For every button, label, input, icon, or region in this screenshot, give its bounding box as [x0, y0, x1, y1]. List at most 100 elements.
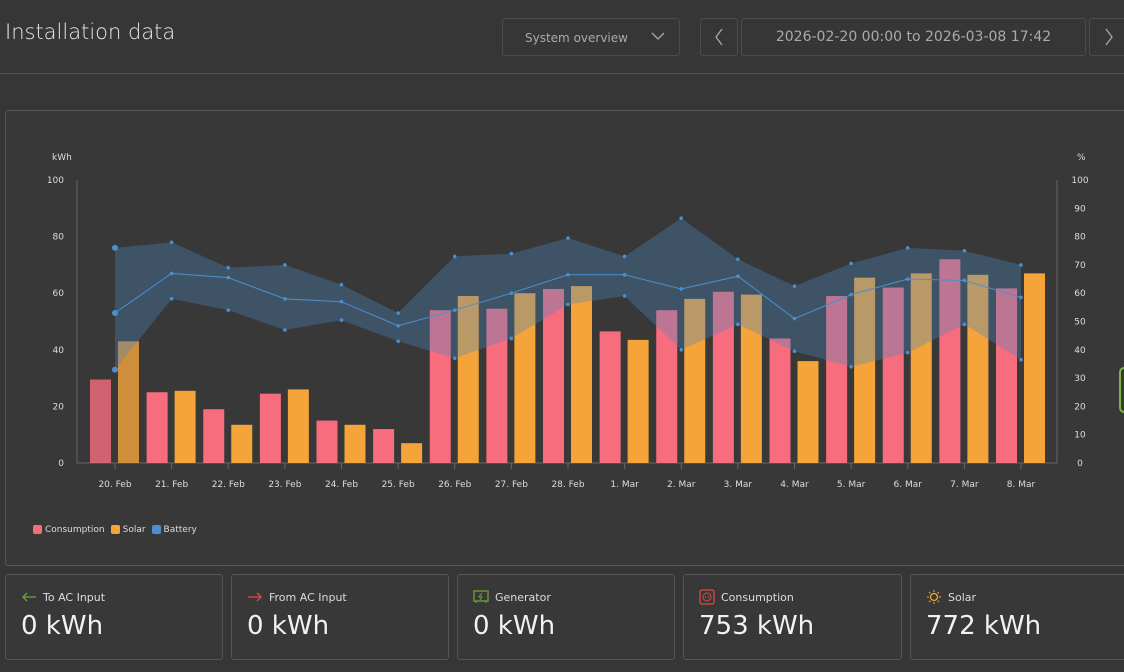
right-axis-title: % — [1077, 153, 1086, 163]
battery-max-point — [566, 236, 570, 240]
left-tick-label: 0 — [58, 459, 64, 469]
right-tick-label: 80 — [1074, 233, 1086, 243]
battery-min-point — [622, 294, 627, 298]
x-tick-label: 22. Feb — [212, 480, 245, 490]
solar-bar — [571, 286, 592, 463]
legend-item-solar[interactable]: Solar — [110, 525, 146, 535]
solar-bar — [627, 339, 649, 463]
battery-avg-point — [283, 297, 287, 301]
solar-bar — [684, 298, 706, 463]
solar-bar — [797, 361, 819, 463]
solar-bar — [854, 277, 876, 463]
consumption-bar — [146, 392, 168, 463]
legend-label: Solar — [122, 525, 146, 535]
battery-avg-point — [452, 308, 457, 312]
battery-avg-point — [169, 271, 174, 276]
previous-period-button[interactable] — [700, 18, 738, 56]
solar-bar — [401, 443, 423, 463]
consumption-bar — [939, 259, 961, 463]
battery-avg-point — [905, 277, 910, 281]
card-label: To AC Input — [43, 591, 106, 604]
battery-avg-point — [566, 273, 570, 277]
battery-max-point — [169, 240, 174, 245]
left-tick-label: 60 — [53, 289, 65, 299]
x-tick-label: 6. Mar — [894, 480, 923, 490]
card-label: Solar — [948, 591, 977, 604]
right-tick-label: 60 — [1074, 289, 1086, 299]
x-tick-label: 8. Mar — [1007, 480, 1036, 490]
battery-max-point — [452, 254, 457, 259]
battery-avg-point — [339, 299, 344, 304]
battery-avg-point — [622, 273, 627, 277]
consumption-bar — [373, 429, 395, 463]
battery-range-area — [115, 218, 1021, 370]
consumption-bar — [543, 288, 564, 463]
consumption-bar — [712, 291, 734, 463]
battery-min-point — [679, 348, 684, 352]
legend-item-consumption[interactable]: Consumption — [33, 525, 105, 535]
battery-max-point — [736, 257, 740, 262]
solar-bar — [514, 293, 536, 463]
left-axis-title: kWh — [52, 153, 72, 163]
arrow-left-icon — [22, 592, 36, 602]
x-tick-label: 1. Mar — [610, 480, 639, 490]
right-tick-label: 30 — [1074, 374, 1086, 384]
date-range-picker[interactable]: 2026-02-20 00:00 to 2026-03-08 17:42 — [741, 18, 1086, 56]
card-from-ac-input: From AC Input 0 kWh — [231, 574, 449, 660]
solar-bar — [1024, 273, 1045, 463]
card-solar: Solar 772 kWh — [910, 574, 1124, 660]
side-panel-tab[interactable] — [1119, 367, 1124, 413]
consumption-bar — [656, 310, 678, 463]
legend-label: Consumption — [45, 525, 105, 535]
consumption-bar — [429, 310, 451, 463]
card-to-ac-input: To AC Input 0 kWh — [5, 574, 223, 660]
battery-min-point — [962, 322, 967, 327]
battery-max-point — [1019, 263, 1023, 267]
consumption-bar — [826, 296, 848, 463]
chevron-left-icon — [715, 28, 723, 46]
legend-item-battery[interactable]: Battery — [151, 525, 197, 535]
right-tick-label: 20 — [1074, 402, 1086, 412]
card-value: 0 kWh — [473, 611, 556, 641]
x-tick-label: 5. Mar — [837, 480, 866, 490]
battery-min-point — [226, 308, 231, 312]
solar-bar — [118, 341, 139, 463]
chart-panel — [5, 110, 1124, 566]
solar-bar — [344, 424, 366, 463]
left-tick-label: 80 — [53, 233, 65, 243]
generator-icon — [473, 590, 489, 603]
view-select[interactable]: System overview — [502, 18, 680, 56]
x-tick-label: 2. Mar — [667, 480, 696, 490]
x-tick-label: 27. Feb — [495, 480, 528, 490]
x-tick-label: 26. Feb — [438, 480, 471, 490]
consumption-bar — [996, 288, 1017, 463]
right-tick-label: 100 — [1071, 176, 1088, 186]
x-tick-label: 28. Feb — [551, 480, 584, 490]
battery-avg-point — [736, 274, 740, 279]
battery-min-point — [283, 328, 287, 332]
battery-min-point — [169, 297, 174, 301]
view-select-value: System overview — [525, 31, 628, 45]
battery-min-point — [792, 349, 797, 354]
battery-max-point — [509, 251, 514, 256]
x-tick-label: 25. Feb — [382, 480, 415, 490]
next-period-button[interactable] — [1089, 18, 1124, 56]
battery-avg-point — [679, 287, 684, 291]
right-tick-label: 40 — [1074, 346, 1086, 356]
battery-max-point — [339, 282, 344, 287]
card-label: Generator — [495, 591, 551, 604]
battery-avg-point — [112, 310, 118, 317]
chevron-right-icon — [1105, 28, 1113, 46]
battery-min-point — [112, 366, 118, 373]
solar-bar — [174, 390, 196, 463]
x-tick-label: 20. Feb — [98, 480, 131, 490]
x-tick-label: 7. Mar — [950, 480, 979, 490]
right-tick-label: 10 — [1074, 431, 1086, 441]
right-tick-label: 50 — [1074, 318, 1086, 328]
sun-icon — [927, 590, 941, 604]
battery-min-point — [396, 339, 400, 344]
battery-avg-point — [792, 316, 797, 321]
consumption-bar — [769, 338, 791, 463]
solar-bar — [967, 274, 989, 463]
right-tick-label: 0 — [1077, 459, 1083, 469]
